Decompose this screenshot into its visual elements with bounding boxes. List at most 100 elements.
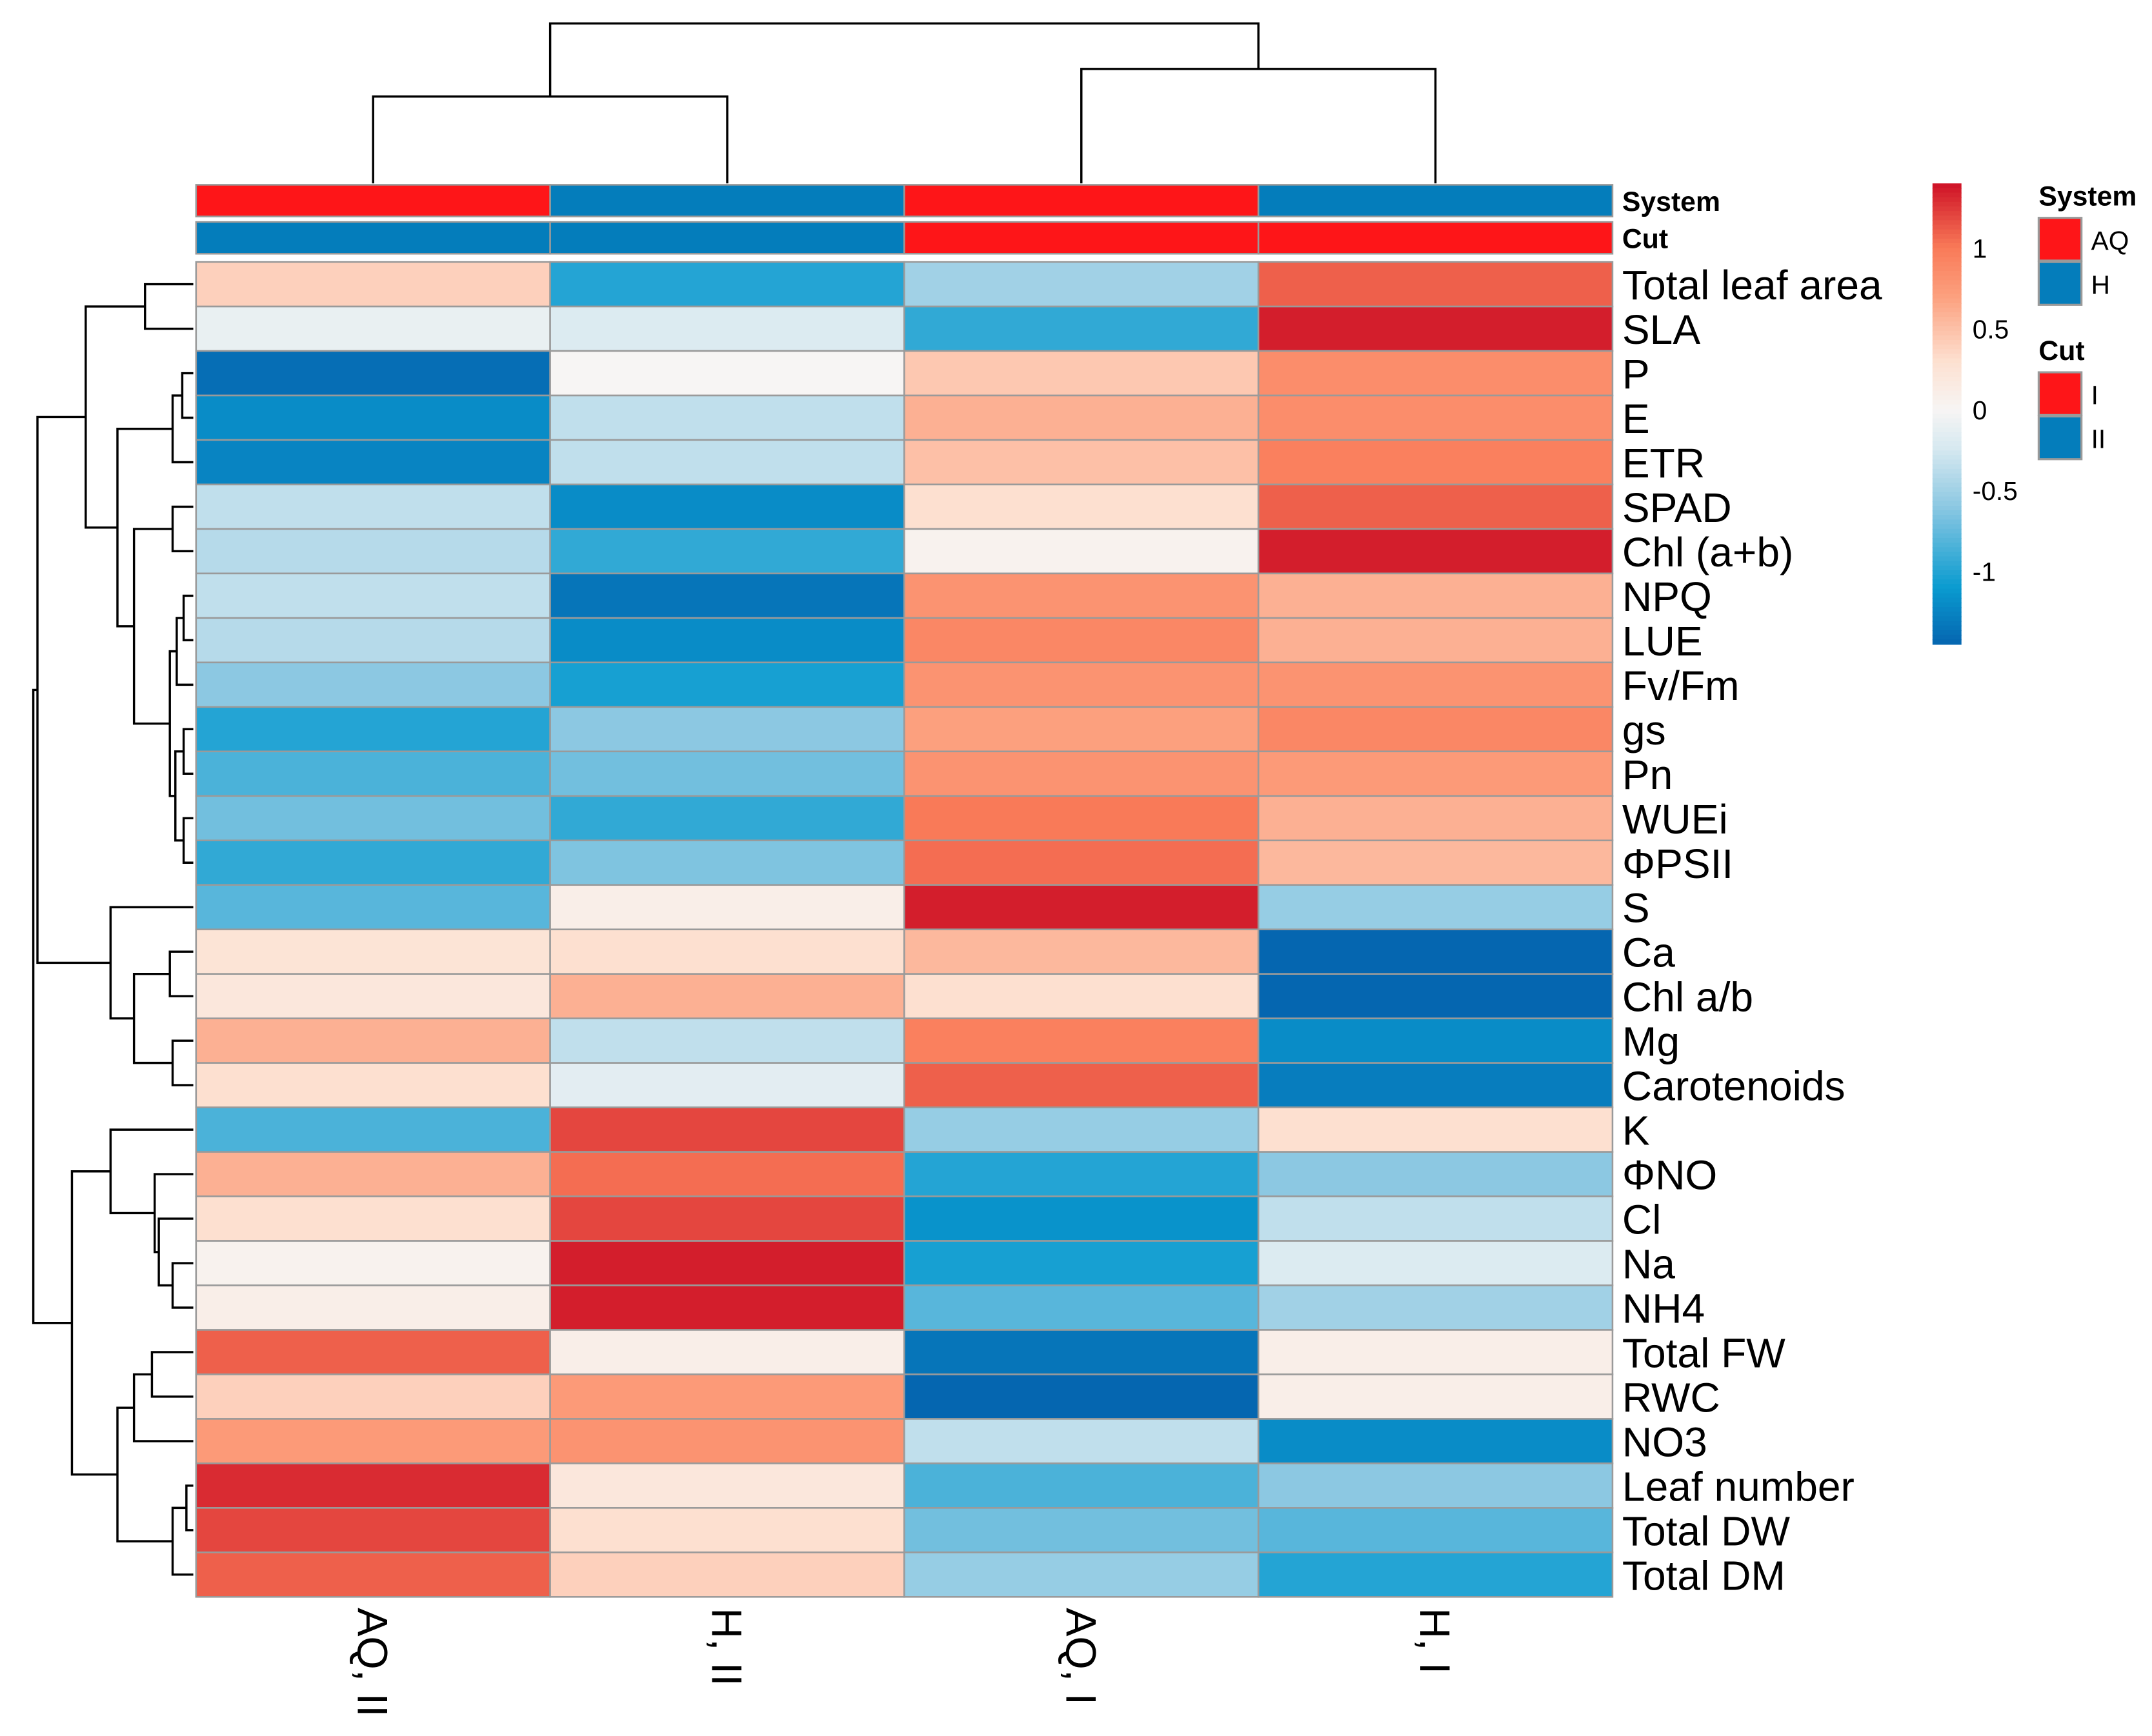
heatmap-cell: [903, 1462, 1260, 1509]
colorbar-tick-label: 1: [1973, 234, 1987, 263]
colorbar-segment: [1932, 588, 1962, 594]
row-label: Total DM: [1622, 1552, 1785, 1599]
colorbar-segment: [1932, 593, 1962, 599]
colorbar-segment: [1932, 528, 1962, 535]
colorbar-segment: [1932, 192, 1962, 198]
heatmap-cell: [1257, 706, 1614, 753]
heatmap-cell: [549, 1106, 905, 1153]
heatmap-cell: [903, 661, 1260, 708]
dendrogram-branch: [182, 728, 194, 775]
legend-label: I: [2091, 380, 2098, 410]
row-label: ETR: [1622, 440, 1705, 486]
colorbar-segment: [1932, 418, 1962, 424]
colorbar-segment: [1932, 354, 1962, 359]
heatmap-cell: [549, 706, 905, 753]
heatmap-cell: [195, 1151, 551, 1197]
dendrogram-branch: [1080, 68, 1437, 184]
heatmap-cell: [549, 1462, 905, 1509]
colorbar-segment: [1932, 404, 1962, 410]
colorbar-segment: [1932, 519, 1962, 525]
annotation-cell-cut: [195, 221, 551, 255]
colorbar-segment: [1932, 248, 1962, 254]
row-label: Carotenoids: [1622, 1063, 1845, 1110]
row-label: Leaf number: [1622, 1463, 1855, 1510]
colorbar-segment: [1932, 570, 1962, 576]
legend-title-system: System: [2038, 181, 2137, 212]
heatmap-cell: [549, 1507, 905, 1553]
heatmap-cell: [1257, 750, 1614, 797]
heatmap-cell: [903, 1284, 1260, 1331]
colorbar-segment: [1932, 317, 1962, 323]
heatmap-cell: [903, 795, 1260, 842]
colorbar-segment: [1932, 224, 1962, 230]
dendrogram-branch: [168, 650, 177, 797]
dendrogram-branch: [70, 1170, 117, 1476]
colorbar-segment: [1932, 427, 1962, 434]
dendrogram-branch: [168, 950, 194, 997]
colorbar-segment: [1932, 377, 1962, 383]
colorbar-segment: [1932, 464, 1962, 470]
colorbar-segment: [1932, 492, 1962, 498]
colorbar-segment: [1932, 496, 1962, 503]
heatmap-cell: [195, 973, 551, 1019]
row-label: Chl (a+b): [1622, 529, 1793, 575]
row-label: LUE: [1622, 618, 1703, 664]
dendrogram-branch: [132, 1373, 194, 1442]
heatmap-cell: [195, 750, 551, 797]
heatmap-cell: [195, 1462, 551, 1509]
dendrogram-branch: [116, 1406, 173, 1542]
colorbar-segment: [1932, 537, 1962, 544]
heatmap-cell: [549, 1373, 905, 1420]
heatmap-cell: [549, 928, 905, 975]
colorbar-segment: [1932, 423, 1962, 428]
dendrogram-branch: [116, 428, 173, 628]
heatmap-cell: [549, 572, 905, 619]
colorbar-segment: [1932, 280, 1962, 286]
heatmap-cell: [1257, 661, 1614, 708]
column-labels: AQ, II H, II AQ, I H, I: [348, 1608, 1458, 1717]
dendrogram-branch: [174, 750, 184, 842]
heatmap-cell: [903, 394, 1260, 441]
colorbar-segment: [1932, 584, 1962, 590]
heatmap-cell: [549, 350, 905, 397]
heatmap-cell: [195, 706, 551, 753]
colorbar-segment: [1932, 597, 1962, 604]
heatmap-cell: [1257, 884, 1614, 931]
heatmap-cell: [903, 350, 1260, 397]
heatmap-cell: [1257, 973, 1614, 1019]
row-label: P: [1622, 351, 1650, 397]
heatmap-cell: [903, 305, 1260, 352]
heatmap-cell: [903, 261, 1260, 308]
heatmap-cell: [195, 1329, 551, 1375]
colorbar-segment: [1932, 344, 1962, 350]
colorbar-segment: [1932, 372, 1962, 378]
row-label: WUEi: [1622, 796, 1728, 843]
row-label: Total leaf area: [1622, 262, 1882, 308]
heatmap-cell: [549, 483, 905, 530]
dendrogram-branch: [182, 594, 194, 642]
heatmap-cell: [195, 1551, 551, 1598]
colorbar-segment: [1932, 483, 1962, 488]
colorbar-segment: [1932, 330, 1962, 337]
colorbar-segment: [1932, 556, 1962, 562]
colorbar-segment: [1932, 257, 1962, 263]
colorbar-segment: [1932, 261, 1962, 268]
heatmap-cell: [195, 839, 551, 886]
heatmap-cell: [1257, 795, 1614, 842]
heatmap-cell: [549, 1062, 905, 1108]
heatmap-cell: [903, 1507, 1260, 1553]
colorbar-segment: [1932, 474, 1962, 479]
heatmap-cell: [903, 617, 1260, 664]
colorbar-segment: [1932, 206, 1962, 212]
heatmap-cell: [1257, 305, 1614, 352]
colorbar-segment: [1932, 220, 1962, 226]
column-label: H, I: [1411, 1608, 1458, 1674]
heatmap-cell: [1257, 528, 1614, 575]
dendrogram-branch: [144, 283, 194, 330]
colorbar-tick-label: 0: [1973, 395, 1987, 425]
row-label: SPAD: [1622, 484, 1732, 531]
dendrogram-branch: [171, 1262, 194, 1309]
row-label: RWC: [1622, 1374, 1720, 1421]
heatmap-cell: [549, 617, 905, 664]
heatmap-cell: [1257, 394, 1614, 441]
